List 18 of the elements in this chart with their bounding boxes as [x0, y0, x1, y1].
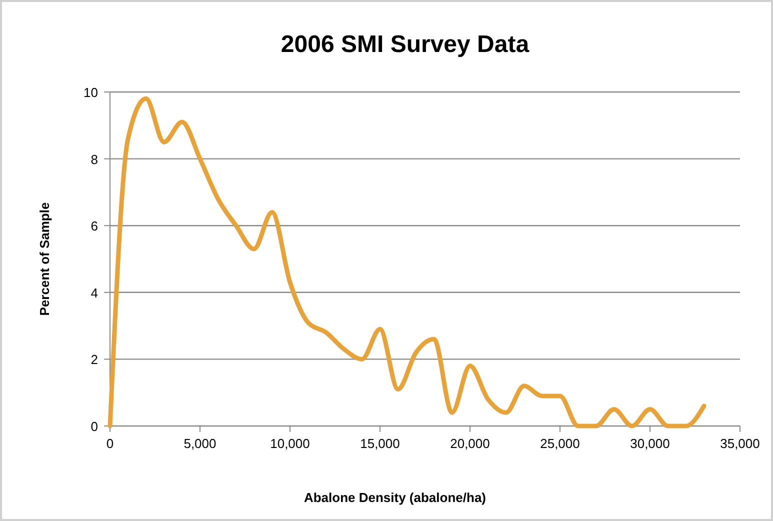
- y-tick-label: 4: [90, 285, 98, 300]
- x-tick-label: 5,000: [184, 436, 216, 451]
- line-series: [108, 96, 706, 428]
- x-tick-label: 30,000: [630, 436, 670, 451]
- x-tick-label: 20,000: [450, 436, 490, 451]
- y-tick-label: 2: [90, 352, 98, 368]
- x-tick-label: 15,000: [360, 436, 400, 451]
- x-tick-label: 35,000: [720, 436, 760, 451]
- y-tick-label: 6: [90, 218, 98, 234]
- y-tick-label: 8: [90, 152, 98, 167]
- x-tick-label: 25,000: [540, 436, 580, 451]
- chart-title: 2006 SMI Survey Data: [280, 31, 530, 58]
- x-tick-label: 10,000: [270, 436, 310, 451]
- x-tick-label: 0: [106, 436, 114, 451]
- y-tick-label: 10: [84, 85, 98, 100]
- y-axis-title: Percent of Sample: [37, 202, 52, 316]
- y-tick-label: 0: [90, 419, 98, 434]
- x-axis-title: Abalone Density (abalone/ha): [304, 490, 486, 505]
